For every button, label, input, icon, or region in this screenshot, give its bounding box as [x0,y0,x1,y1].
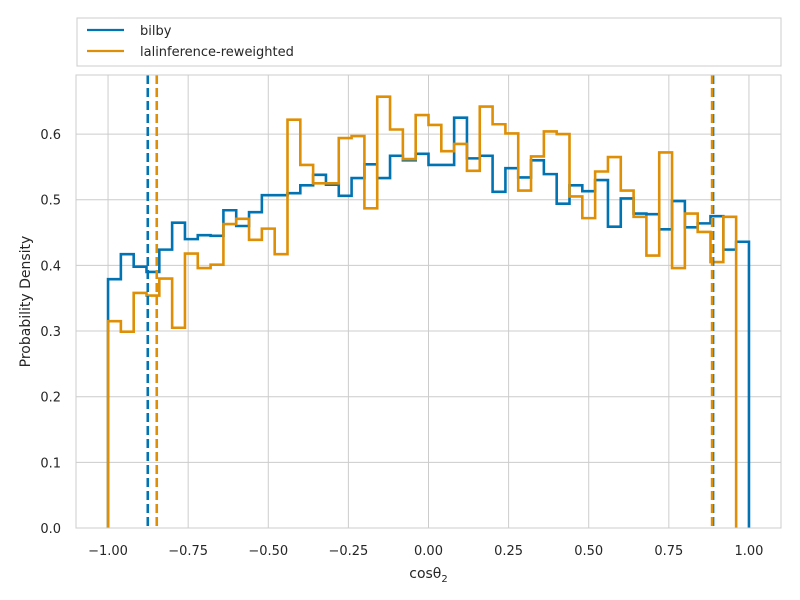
x-gridlines [107,75,750,528]
credible-interval-lines [146,75,715,528]
x-tick-labels: −1.00 −0.75 −0.50 −0.25 0.00 0.25 0.50 0.75 1.00 [88,544,763,559]
x-tick-label: 0.25 [494,544,523,559]
y-tick-label: 0.6 [40,128,61,143]
x-axis-label-main: cosθ [409,566,441,582]
y-axis-label: Probability Density [18,236,34,368]
x-tick-label: −0.75 [168,544,208,559]
x-tick-label: 0.50 [574,544,603,559]
y-tick-labels: 0.0 0.1 0.2 0.3 0.4 0.5 0.6 [40,128,61,537]
legend-box [76,17,782,67]
legend-label-bilby: bilby [140,24,172,39]
x-tick-label: 0.00 [414,544,443,559]
x-tick-label: −0.25 [328,544,368,559]
legend: bilby lalinference-reweighted [76,17,782,67]
x-axis-label-subscript: 2 [441,574,447,585]
plot-frame [75,74,782,529]
y-tick-label: 0.2 [40,391,61,406]
y-tick-label: 0.0 [40,522,61,537]
x-tick-label: −0.50 [248,544,288,559]
histogram-step-lalinference-reweighted [106,95,738,528]
histogram-step-bilby [106,116,751,528]
y-tick-label: 0.1 [40,456,61,471]
x-tick-label: −1.00 [88,544,128,559]
series-layer [106,95,751,528]
y-tick-label: 0.5 [40,194,61,209]
y-tick-label: 0.3 [40,325,61,340]
x-tick-label: 1.00 [734,544,763,559]
y-tick-label: 0.4 [40,259,61,274]
x-tick-label: 0.75 [654,544,683,559]
x-axis-label: cosθ2 [409,566,448,585]
legend-label-lalinference-reweighted: lalinference-reweighted [140,45,294,60]
